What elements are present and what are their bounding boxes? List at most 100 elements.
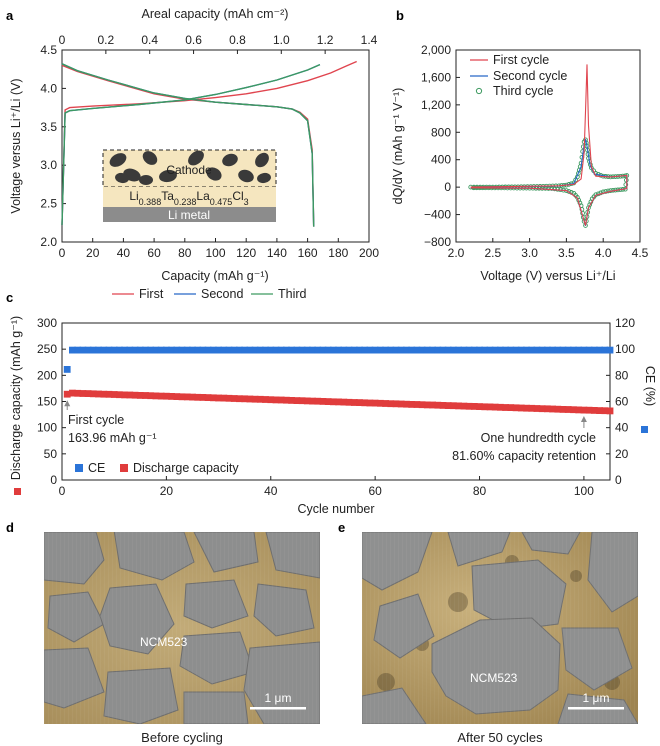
b-xtick-label: 3.5 xyxy=(558,246,575,260)
sem-e-scalebar xyxy=(568,707,624,710)
ce-point xyxy=(544,346,551,354)
ce-point xyxy=(439,346,447,354)
ce-point xyxy=(408,346,416,354)
discharge-capacity-point xyxy=(288,397,295,404)
sem-d-caption: Before cycling xyxy=(141,730,223,745)
discharge-capacity-point xyxy=(105,390,113,398)
discharge-capacity-point xyxy=(486,403,494,411)
discharge-capacity-point xyxy=(392,400,400,408)
sem-e-scale-label: 1 μm xyxy=(583,691,610,705)
panel-c-xlabel: Cycle number xyxy=(297,502,374,516)
discharge-capacity-point xyxy=(564,406,572,413)
ce-point xyxy=(497,346,504,354)
discharge-capacity-point xyxy=(204,394,212,401)
discharge-capacity-point xyxy=(293,397,301,404)
panel-c-y2label-marker xyxy=(641,426,648,433)
b-second-cycle-line xyxy=(470,138,628,227)
discharge-capacity-point xyxy=(549,405,556,413)
a-xtick-label: 200 xyxy=(359,246,379,260)
discharge-capacity-point xyxy=(559,406,567,413)
b-first-cycle-line xyxy=(470,64,628,226)
discharge-capacity-point xyxy=(382,400,389,407)
panel-c-legend: CE Discharge capacity xyxy=(75,461,239,475)
ce-point xyxy=(314,346,322,354)
ce-point xyxy=(210,346,217,354)
ce-point xyxy=(69,346,76,354)
ce-point xyxy=(450,346,457,354)
discharge-capacity-point xyxy=(298,397,306,405)
discharge-capacity-point xyxy=(481,403,489,411)
panel-a-top-xlabel: Areal capacity (mAh cm⁻²) xyxy=(142,7,289,21)
discharge-capacity-point xyxy=(79,390,87,397)
discharge-capacity-point xyxy=(69,389,76,397)
c-y2tick-label: 80 xyxy=(615,368,629,382)
ce-point xyxy=(564,346,572,354)
b-ytick-label: 400 xyxy=(431,153,451,167)
ce-point xyxy=(126,346,134,354)
ce-point xyxy=(189,346,196,354)
discharge-capacity-point xyxy=(423,401,431,409)
ce-point xyxy=(371,346,379,354)
b-ytick-label: 2,000 xyxy=(421,43,451,57)
b-third-cycle-point xyxy=(603,189,609,194)
c-xtick-label: 60 xyxy=(368,484,382,498)
ce-point xyxy=(272,346,280,354)
ce-point xyxy=(460,346,468,354)
ce-point xyxy=(345,346,353,354)
first-cycle-annotation: First cycle xyxy=(68,413,124,427)
battery-inset: Cathode Li0.388Ta0.238La0.475Cl3 Li meta… xyxy=(102,149,277,222)
a-xtick-label: 180 xyxy=(328,246,348,260)
discharge-capacity-point xyxy=(476,403,483,410)
discharge-capacity-point xyxy=(131,391,139,399)
discharge-capacity-point xyxy=(580,406,588,414)
cathode-particle xyxy=(206,167,222,181)
cathode-particle xyxy=(115,172,129,184)
b-xtick-label: 3.0 xyxy=(521,246,538,260)
ce-point xyxy=(220,346,228,354)
legend-discharge-label: Discharge capacity xyxy=(133,461,239,475)
c-xtick-label: 100 xyxy=(574,484,594,498)
cathode-particle xyxy=(257,172,271,184)
ce-point xyxy=(215,346,222,354)
discharge-capacity-point xyxy=(377,399,384,407)
cathode-particle xyxy=(109,153,127,167)
discharge-capacity-point xyxy=(173,393,181,400)
b-xtick-label: 2.0 xyxy=(448,246,465,260)
ce-point xyxy=(63,366,71,373)
ce-point xyxy=(434,346,442,354)
discharge-capacity-point xyxy=(439,402,447,409)
discharge-capacity-point xyxy=(444,402,452,409)
discharge-capacity-point xyxy=(283,396,290,404)
ce-point xyxy=(486,346,494,354)
ce-point xyxy=(481,346,489,354)
b-xtick-label: 4.5 xyxy=(632,246,649,260)
ce-point xyxy=(491,346,499,354)
c-y2tick-label: 100 xyxy=(615,342,635,356)
a-x2tick-label: 1.0 xyxy=(273,33,290,47)
discharge-capacity-point xyxy=(465,402,473,410)
ce-point xyxy=(575,346,583,354)
discharge-capacity-point xyxy=(126,391,134,399)
c-xtick-label: 40 xyxy=(264,484,278,498)
c-xtick-label: 80 xyxy=(473,484,487,498)
discharge-capacity-point xyxy=(225,394,233,402)
legend-third-cycle-label: Third cycle xyxy=(493,84,553,98)
discharge-capacity-point xyxy=(408,401,416,408)
discharge-capacity-point xyxy=(100,390,108,398)
discharge-capacity-point xyxy=(340,398,348,406)
ce-point xyxy=(559,346,567,354)
cathode-particle xyxy=(139,175,153,185)
ce-point xyxy=(324,346,332,354)
ce-point xyxy=(246,346,254,354)
a-ytick-label: 3.5 xyxy=(40,120,57,134)
discharge-capacity-point xyxy=(89,390,97,398)
c-ytick-label: 0 xyxy=(50,473,57,487)
legend-third-cycle-swatch xyxy=(475,87,483,95)
ce-point xyxy=(194,346,202,354)
cathode-particle xyxy=(142,151,158,165)
discharge-capacity-point xyxy=(575,406,583,414)
discharge-capacity-point xyxy=(418,401,426,409)
discharge-capacity-point xyxy=(220,394,228,402)
discharge-capacity-point xyxy=(528,404,536,412)
